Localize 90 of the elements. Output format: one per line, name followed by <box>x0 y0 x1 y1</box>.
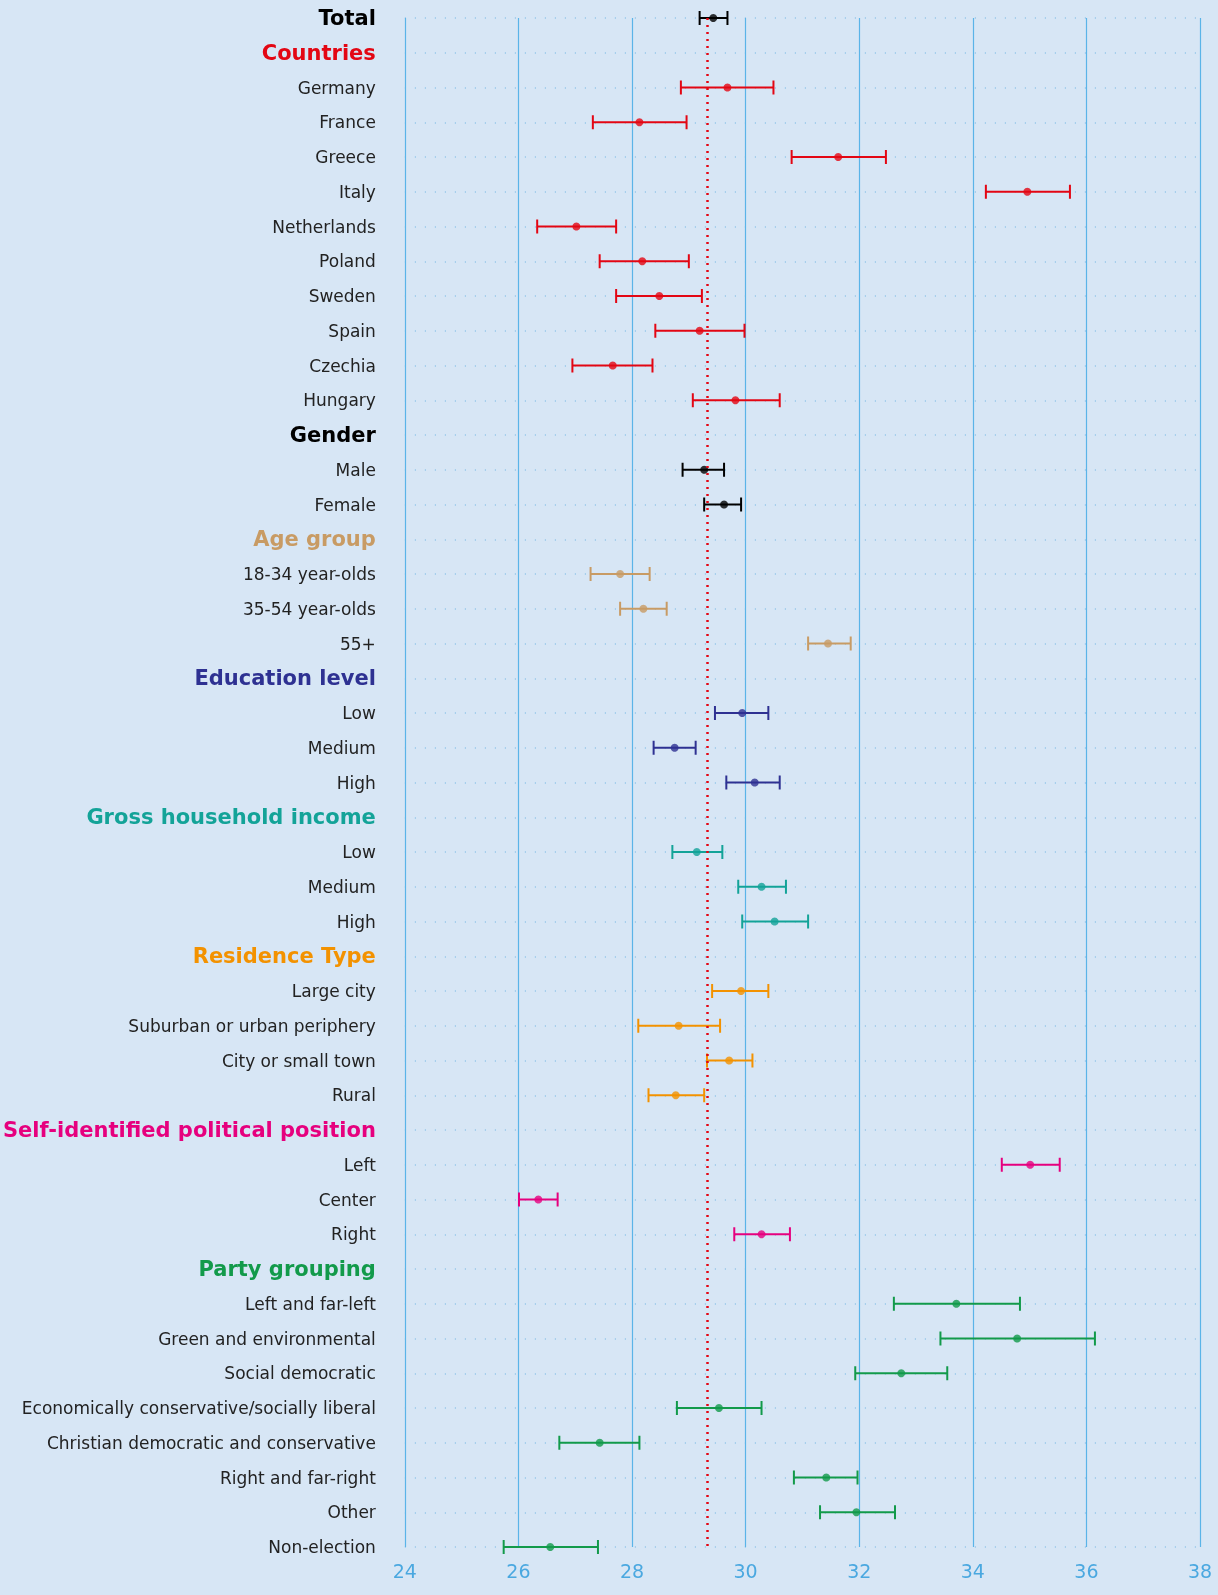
point <box>823 639 832 648</box>
point <box>750 778 759 787</box>
y-tick-label: Right and far-right <box>219 1467 377 1488</box>
point <box>731 396 740 405</box>
point <box>655 292 664 300</box>
y-tick-label: Suburban or urban periphery <box>128 1015 376 1036</box>
point <box>822 1473 831 1482</box>
y-tick-label: Czechia <box>309 355 376 376</box>
y-tick-label: Other <box>327 1502 376 1523</box>
point <box>709 14 718 22</box>
y-tick-label: Non-election <box>268 1537 376 1557</box>
y-tick-label: Netherlands <box>272 216 376 237</box>
point <box>546 1543 555 1551</box>
point <box>852 1508 861 1517</box>
point <box>738 709 747 717</box>
x-tick-label: 34 <box>960 1559 985 1582</box>
y-tick-label: 55+ <box>339 633 376 654</box>
point <box>757 1230 766 1239</box>
y-tick-label: Hungary <box>303 390 376 411</box>
x-tick-label: 28 <box>619 1559 645 1582</box>
point <box>695 326 704 335</box>
text: Residence Type <box>192 944 376 969</box>
point <box>952 1299 961 1308</box>
y-tick-label: Medium <box>307 737 376 758</box>
point <box>720 500 729 509</box>
point <box>1026 1160 1035 1169</box>
point <box>834 153 843 161</box>
y-tick-label: France <box>319 112 376 133</box>
y-tick-label: Italy <box>338 181 376 202</box>
point <box>1023 187 1032 196</box>
point <box>700 465 709 474</box>
y-tick-label: Greece <box>315 147 376 167</box>
point <box>595 1438 604 1447</box>
point <box>635 118 644 127</box>
text: Self-identified political position <box>2 1118 376 1142</box>
y-tick-label: Female <box>314 494 376 515</box>
y-tick-label: Germany <box>297 77 376 98</box>
y-tick-label: High <box>336 772 376 793</box>
y-tick-label: Rural <box>331 1085 376 1106</box>
x-tick-label: 32 <box>847 1559 872 1582</box>
point <box>714 1404 723 1412</box>
point <box>671 1091 680 1100</box>
y-tick-label: 18-34 year-olds <box>242 564 376 584</box>
x-tick-label: 26 <box>506 1559 531 1582</box>
point <box>534 1195 543 1204</box>
y-tick-label: High <box>336 911 376 932</box>
y-tick-label: Large city <box>291 981 376 1001</box>
point <box>616 570 625 578</box>
y-tick-label: Center <box>318 1189 376 1210</box>
y-tick-label: Male <box>335 459 376 480</box>
point <box>670 743 679 752</box>
x-tick-label: 36 <box>1074 1559 1099 1582</box>
y-tick-label: Low <box>342 842 376 862</box>
y-tick-label: Medium <box>307 876 376 897</box>
y-tick-label: Green and environmental <box>158 1328 376 1349</box>
y-tick-label: Right <box>331 1224 377 1245</box>
point <box>674 1021 683 1030</box>
y-tick-label: Low <box>342 703 376 723</box>
x-tick-label: 38 <box>1187 1559 1213 1582</box>
text: Countries <box>261 40 376 65</box>
y-tick-label: Spain <box>328 320 376 341</box>
y-tick-label: Total <box>318 6 376 30</box>
y-tick-label: Economically conservative/socially liberal <box>21 1398 376 1418</box>
y-tick-label: Left and far-left <box>245 1293 377 1314</box>
point <box>770 917 779 926</box>
text: Education level <box>194 666 376 691</box>
point <box>725 1056 734 1065</box>
y-tick-label: City or small town <box>221 1050 376 1071</box>
y-tick-label: Christian democratic and conservative <box>46 1432 376 1453</box>
point <box>692 848 701 856</box>
text: Party grouping <box>198 1257 376 1281</box>
y-tick-label: Poland <box>319 251 376 272</box>
point <box>572 222 581 231</box>
y-tick-label: Left <box>343 1154 377 1175</box>
y-tick-label: 35-54 year-olds <box>242 598 376 619</box>
text: Age group <box>253 527 376 552</box>
point <box>608 361 617 370</box>
point <box>723 83 732 92</box>
point <box>639 604 648 613</box>
text: Gross household income <box>86 805 376 830</box>
y-tick-label: Sweden <box>308 286 376 306</box>
point <box>737 987 746 995</box>
point <box>897 1369 906 1378</box>
point <box>757 882 766 891</box>
x-tick-label: 24 <box>392 1559 417 1582</box>
y-tick-label: Gender <box>289 423 377 447</box>
point <box>638 257 647 266</box>
y-tick-label: Social democratic <box>224 1363 376 1384</box>
x-tick-label: 30 <box>733 1559 758 1582</box>
point <box>1013 1334 1022 1343</box>
